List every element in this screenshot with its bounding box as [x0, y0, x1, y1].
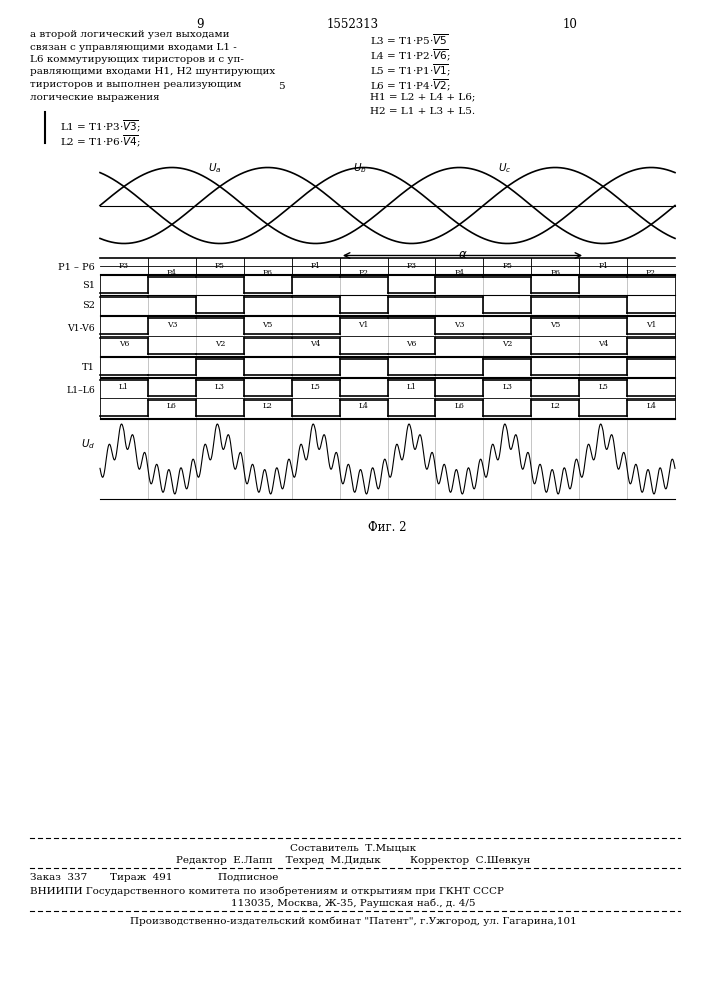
- Text: V1-V6: V1-V6: [67, 324, 95, 333]
- Text: L1: L1: [407, 383, 416, 391]
- Text: P1: P1: [310, 262, 321, 270]
- Text: P5: P5: [502, 262, 513, 270]
- Text: V1: V1: [646, 321, 656, 329]
- Text: L2 = T1$\cdot$P6$\cdot\overline{V4}$;: L2 = T1$\cdot$P6$\cdot\overline{V4}$;: [60, 133, 141, 149]
- Text: H2 = L1 + L3 + L5.: H2 = L1 + L3 + L5.: [370, 107, 475, 116]
- Text: V2: V2: [502, 340, 513, 348]
- Text: P3: P3: [119, 262, 129, 270]
- Text: Составитель  Т.Мыцык: Составитель Т.Мыцык: [290, 843, 416, 852]
- Text: P1: P1: [598, 262, 608, 270]
- Text: L3: L3: [502, 383, 513, 391]
- Text: L2: L2: [550, 402, 560, 410]
- Text: L1 = T1$\cdot$P3$\cdot\overline{V3}$;: L1 = T1$\cdot$P3$\cdot\overline{V3}$;: [60, 118, 141, 134]
- Text: S2: S2: [82, 301, 95, 310]
- Text: V5: V5: [550, 321, 561, 329]
- Text: P2: P2: [646, 269, 656, 277]
- Text: L4 = T1$\cdot$P2$\cdot\overline{V6}$;: L4 = T1$\cdot$P2$\cdot\overline{V6}$;: [370, 47, 450, 63]
- Text: P3: P3: [407, 262, 416, 270]
- Text: P6: P6: [550, 269, 560, 277]
- Text: $U_b$: $U_b$: [353, 161, 367, 175]
- Text: L3 = T1$\cdot$P5$\cdot\overline{V5}$: L3 = T1$\cdot$P5$\cdot\overline{V5}$: [370, 32, 448, 47]
- Text: ВНИИПИ Государственного комитета по изобретениям и открытиям при ГКНТ СССР: ВНИИПИ Государственного комитета по изоб…: [30, 886, 504, 896]
- Text: L1–L6: L1–L6: [66, 386, 95, 395]
- Text: P1 – P6: P1 – P6: [58, 263, 95, 272]
- Text: P2: P2: [358, 269, 368, 277]
- Text: 10: 10: [563, 18, 578, 31]
- Text: 113035, Москва, Ж-35, Раушская наб., д. 4/5: 113035, Москва, Ж-35, Раушская наб., д. …: [230, 899, 475, 908]
- Text: 5: 5: [278, 82, 285, 91]
- Text: L5 = T1$\cdot$P1$\cdot\overline{V1}$;: L5 = T1$\cdot$P1$\cdot\overline{V1}$;: [370, 62, 450, 78]
- Text: P5: P5: [215, 262, 225, 270]
- Text: P4: P4: [167, 269, 177, 277]
- Text: V3: V3: [167, 321, 177, 329]
- Text: $\alpha$: $\alpha$: [457, 247, 467, 260]
- Text: L4: L4: [646, 402, 656, 410]
- Text: а второй логический узел выходами
связан с управляющими входами L1 -
L6 коммутир: а второй логический узел выходами связан…: [30, 30, 275, 102]
- Text: V6: V6: [407, 340, 416, 348]
- Text: V5: V5: [262, 321, 273, 329]
- Text: S1: S1: [82, 281, 95, 290]
- Text: H1 = L2 + L4 + L6;: H1 = L2 + L4 + L6;: [370, 92, 475, 101]
- Text: T1: T1: [82, 363, 95, 372]
- Text: $U_a$: $U_a$: [209, 161, 222, 175]
- Text: V2: V2: [215, 340, 225, 348]
- Text: Фиг. 2: Фиг. 2: [368, 521, 407, 534]
- Text: L5: L5: [598, 383, 608, 391]
- Text: V3: V3: [454, 321, 464, 329]
- Text: P6: P6: [263, 269, 273, 277]
- Text: V1: V1: [358, 321, 369, 329]
- Text: Производственно-издательский комбинат "Патент", г.Ужгород, ул. Гагарина,101: Производственно-издательский комбинат "П…: [129, 916, 576, 926]
- Text: L6 = T1$\cdot$P4$\cdot\overline{V2}$;: L6 = T1$\cdot$P4$\cdot\overline{V2}$;: [370, 77, 450, 93]
- Text: L4: L4: [358, 402, 368, 410]
- Text: L6: L6: [167, 402, 177, 410]
- Text: 1552313: 1552313: [327, 18, 379, 31]
- Text: V4: V4: [598, 340, 608, 348]
- Text: L5: L5: [310, 383, 320, 391]
- Text: $U_d$: $U_d$: [81, 437, 95, 451]
- Text: L1: L1: [119, 383, 129, 391]
- Text: 9: 9: [197, 18, 204, 31]
- Text: L3: L3: [215, 383, 225, 391]
- Text: V4: V4: [310, 340, 321, 348]
- Text: Заказ  337       Тираж  491              Подписное: Заказ 337 Тираж 491 Подписное: [30, 873, 279, 882]
- Text: Редактор  Е.Лапп    Техред  М.Дидык         Корректор  С.Шевкун: Редактор Е.Лапп Техред М.Дидык Корректор…: [176, 856, 530, 865]
- Text: L2: L2: [263, 402, 273, 410]
- Text: L6: L6: [455, 402, 464, 410]
- Text: $U_c$: $U_c$: [498, 161, 512, 175]
- Text: V6: V6: [119, 340, 129, 348]
- Text: P4: P4: [455, 269, 464, 277]
